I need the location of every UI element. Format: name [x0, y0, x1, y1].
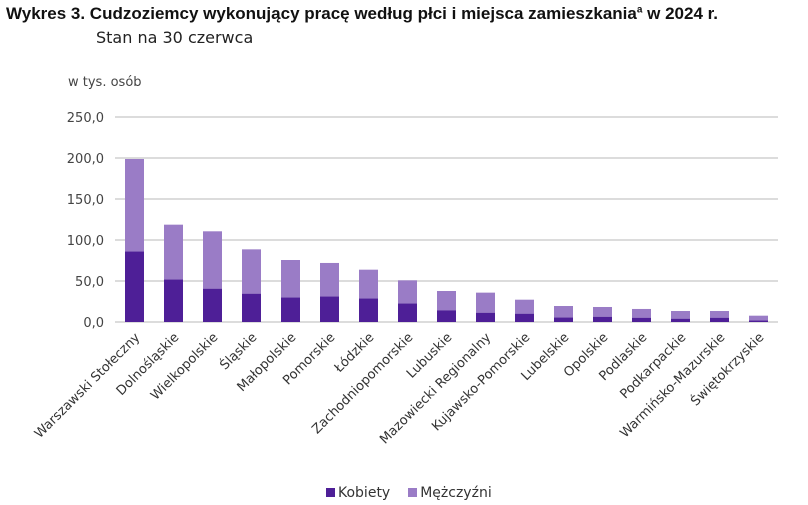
y-tick-label: 50,0	[75, 275, 104, 290]
bar-mezczyzni	[242, 249, 261, 294]
y-tick-label: 0,0	[83, 316, 104, 331]
bar-mezczyzni	[203, 231, 222, 289]
y-tick-label: 100,0	[67, 234, 104, 249]
title-suffix: w 2024 r.	[642, 4, 719, 23]
bar-kobiety	[476, 312, 495, 322]
chart-subtitle: Stan na 30 czerwca	[96, 28, 254, 47]
y-axis-label: w tys. osób	[68, 75, 142, 90]
legend-swatch	[326, 488, 335, 497]
legend-label: Kobiety	[338, 485, 391, 501]
bar-kobiety	[671, 318, 690, 322]
bar-kobiety	[281, 297, 300, 322]
bar-kobiety	[242, 293, 261, 322]
bar-mezczyzni	[359, 269, 378, 299]
legend-swatch	[408, 488, 418, 497]
bar-kobiety	[593, 316, 612, 322]
bar-kobiety	[515, 313, 534, 322]
bar-kobiety	[710, 317, 729, 322]
bar-kobiety	[320, 296, 339, 322]
bar-kobiety	[125, 251, 144, 322]
y-tick-label: 200,0	[67, 152, 104, 167]
bar-chart: w tys. osób 0,0 50,0 100,0 150,0 200,0 250,0 W…	[32, 75, 778, 447]
x-tick-label: Wielkopolskie	[148, 330, 221, 403]
bar-mezczyzni	[593, 306, 612, 317]
title-footnote-mark: a	[636, 4, 643, 16]
legend-label: Mężczyźni	[420, 485, 492, 501]
bar-kobiety	[359, 298, 378, 322]
bar-kobiety	[554, 317, 573, 322]
bar-mezczyzni	[320, 262, 339, 297]
bar-mezczyzni	[554, 306, 573, 318]
bar-mezczyzni	[437, 291, 456, 311]
bar-mezczyzni	[281, 260, 300, 298]
bar-mezczyzni	[125, 158, 144, 252]
bar-mezczyzni	[632, 308, 651, 318]
legend-item-kobiety: Kobiety	[326, 485, 390, 501]
y-tick-label: 250,0	[67, 111, 104, 126]
bar-mezczyzni	[749, 315, 768, 321]
chart-title: Wykres 3. Cudzoziemcy wykonujący pracę w…	[6, 4, 718, 24]
bar-kobiety	[749, 320, 768, 322]
bar-mezczyzni	[671, 311, 690, 319]
bar-kobiety	[398, 303, 417, 322]
bar-mezczyzni	[710, 311, 729, 318]
bar-kobiety	[203, 288, 222, 322]
bar-mezczyzni	[164, 224, 183, 280]
title-text: Wykres 3. Cudzoziemcy wykonujący pracę w…	[6, 4, 637, 23]
bar-kobiety	[632, 317, 651, 322]
legend: Kobiety Mężczyźni	[326, 485, 492, 501]
bar-mezczyzni	[398, 280, 417, 304]
bar-kobiety	[437, 310, 456, 322]
y-tick-label: 150,0	[67, 193, 104, 208]
legend-item-mezczyzni: Mężczyźni	[408, 485, 492, 501]
bar-kobiety	[164, 279, 183, 322]
bar-mezczyzni	[515, 299, 534, 314]
bar-mezczyzni	[476, 292, 495, 313]
